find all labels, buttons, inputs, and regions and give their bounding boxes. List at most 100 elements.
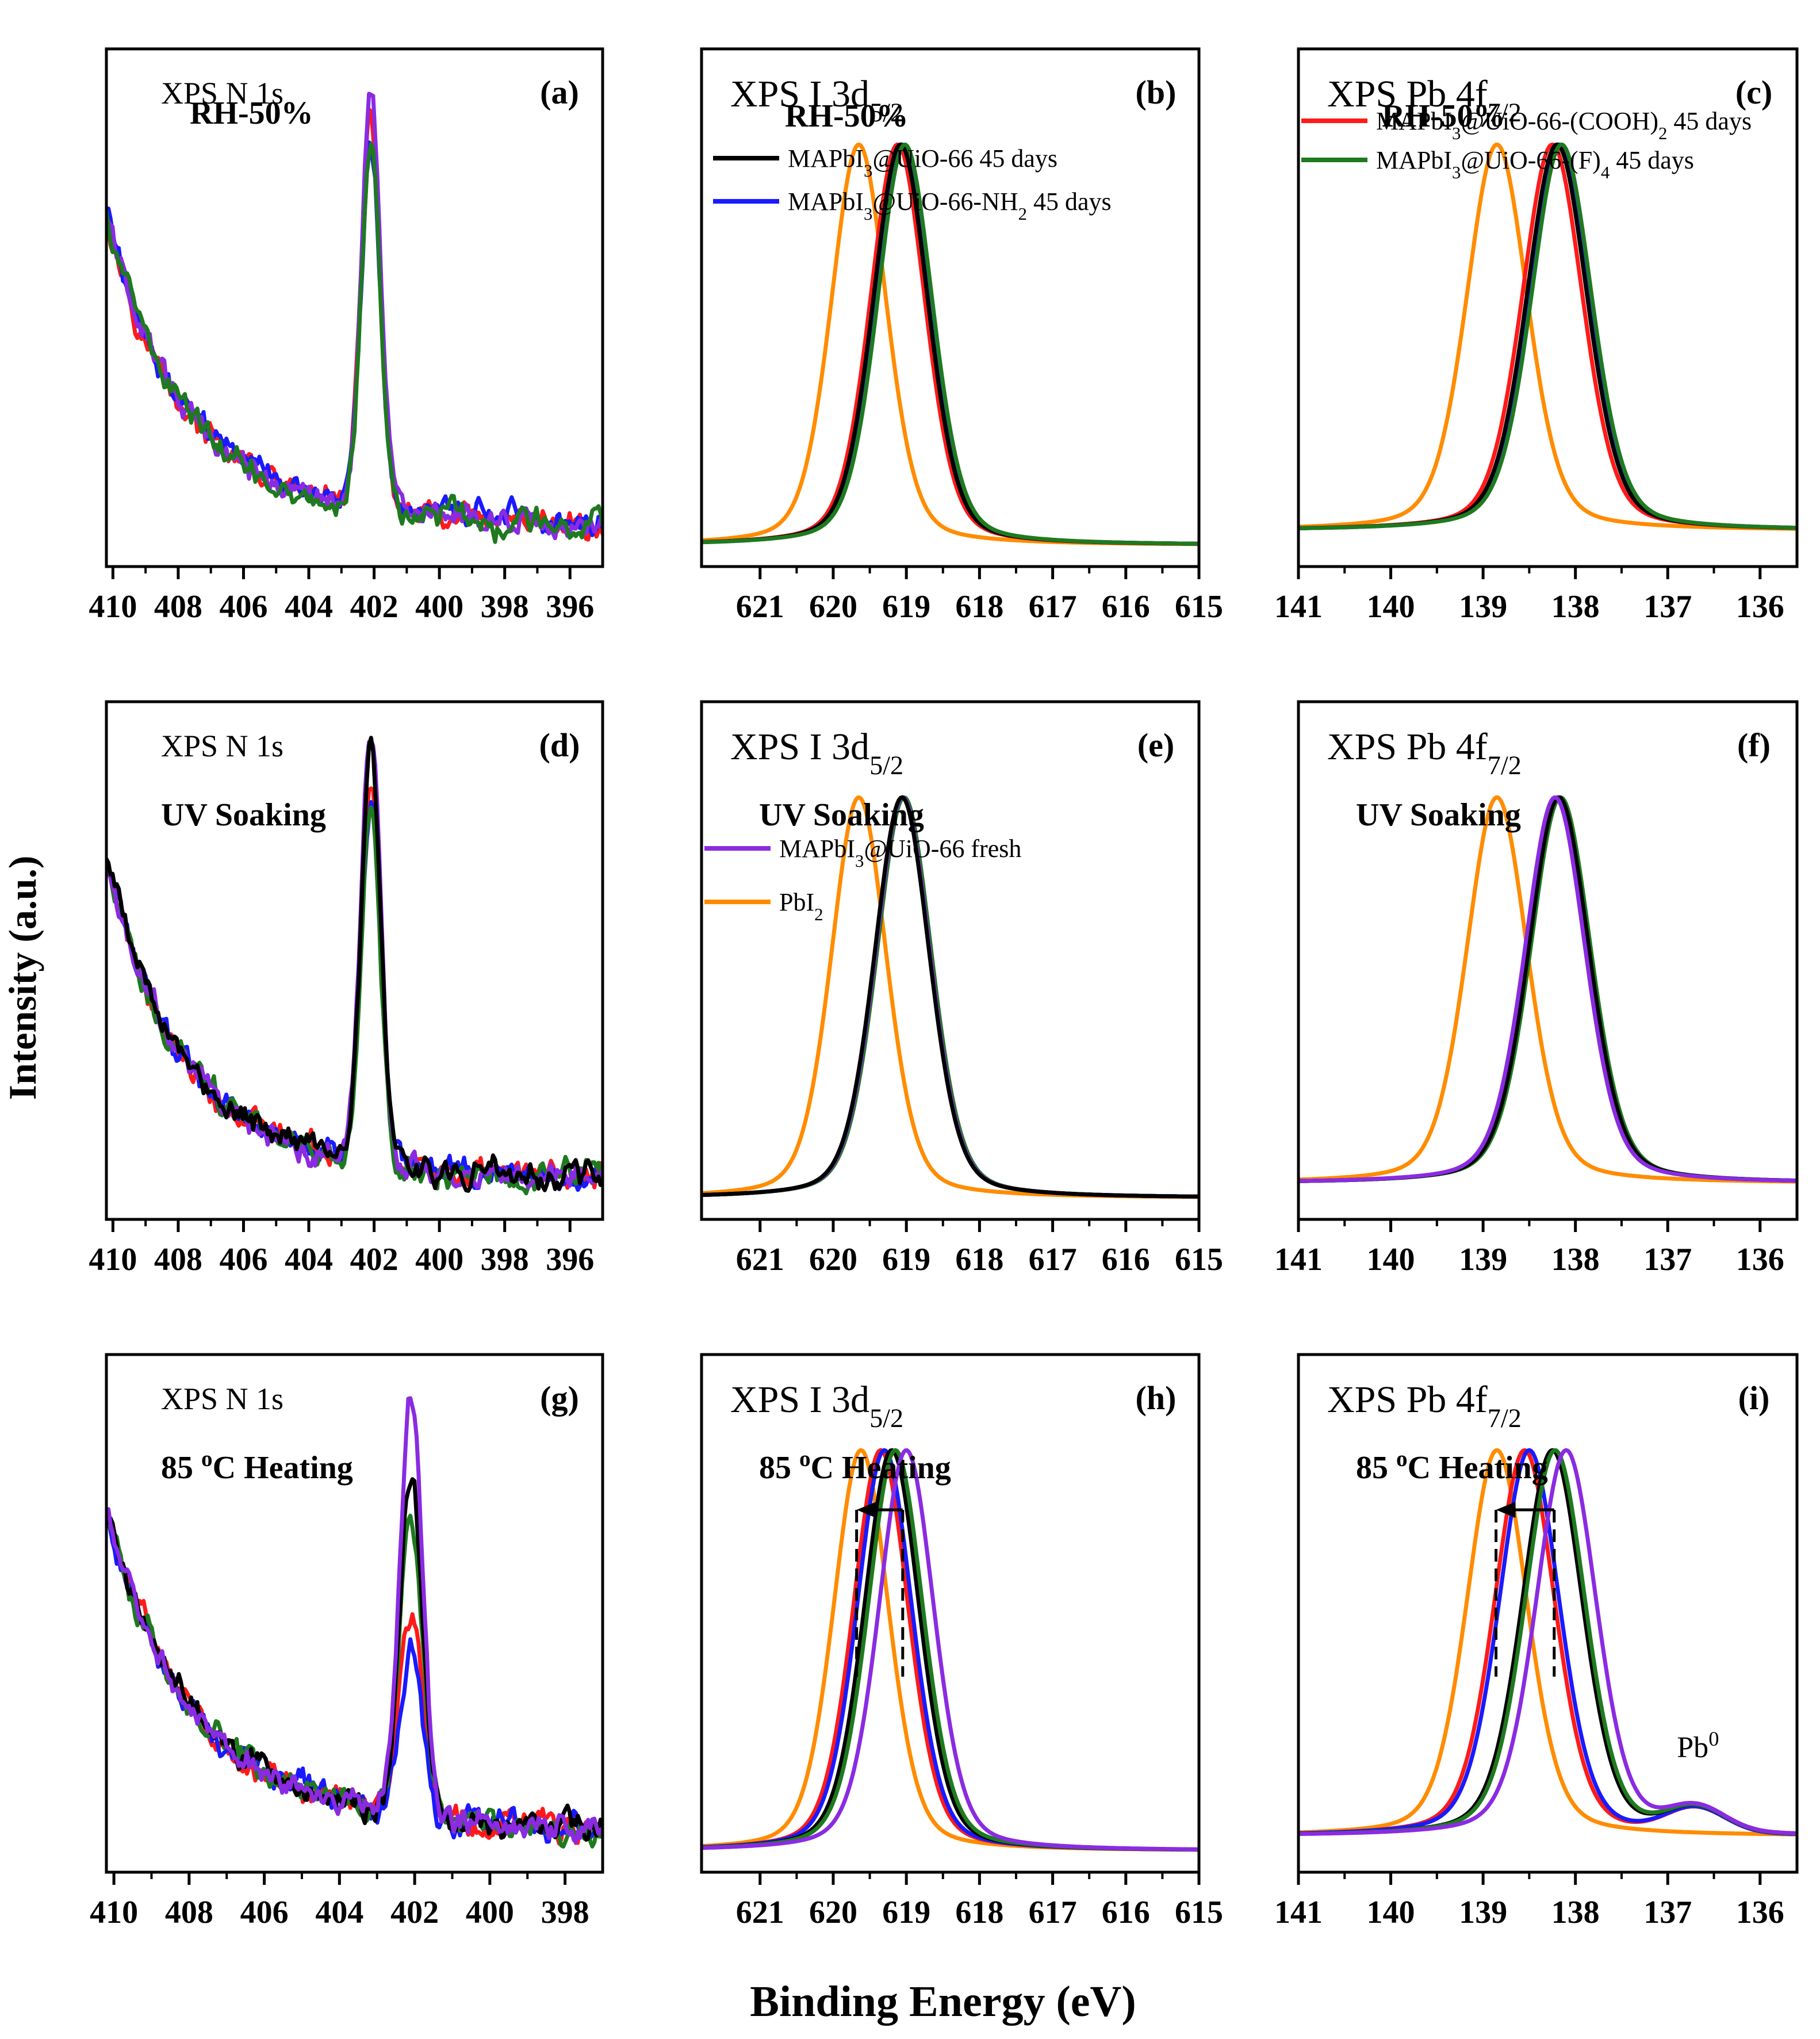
series-line-pbi2 xyxy=(1298,1448,1797,1837)
series-line-mapbi3-uio-66-nh2-45-days xyxy=(106,140,603,537)
x-tick-label: 140 xyxy=(1367,589,1415,625)
panel-a: 410 408 406 404 402 400 398 396 (a) XPS N 1sRH-50… xyxy=(89,47,604,625)
panel-title: XPS I 3d5/2 xyxy=(730,1379,903,1433)
panel-label: (i) xyxy=(1738,1379,1770,1417)
condition-label: 85 oC Heating xyxy=(161,1447,353,1486)
series-line-mapbi3-uio-66-45-days xyxy=(1298,795,1797,1183)
x-tick-label: 137 xyxy=(1643,1242,1692,1277)
x-tick-label: 400 xyxy=(466,1895,514,1930)
x-tick-label: 621 xyxy=(736,589,784,625)
condition-label: UV Soaking xyxy=(759,797,924,833)
x-tick-label: 618 xyxy=(955,589,1003,625)
x-tick-label: 619 xyxy=(882,589,930,625)
x-tick-label: 138 xyxy=(1551,1895,1600,1930)
series-line-mapbi3-uio-66-cooh-2-45-days xyxy=(106,786,603,1190)
series-line-mapbi3-uio-66-f-4-45-days xyxy=(1298,142,1797,530)
x-tick-label: 616 xyxy=(1102,1242,1150,1277)
x-tick-label: 138 xyxy=(1551,1242,1600,1277)
x-tick-label: 396 xyxy=(546,1242,594,1277)
x-tick-label: 404 xyxy=(315,1895,363,1930)
x-tick-label: 404 xyxy=(285,589,333,625)
condition-label: RH-50% xyxy=(1382,98,1505,134)
x-tick-label: 400 xyxy=(415,1242,463,1277)
series-line-mapbi3-uio-66-fresh xyxy=(702,1448,1199,1851)
panel-i: 141 140 139 138 137 136 (i) XPS Pb 4f7/2 85 oC H… xyxy=(1274,1353,1799,1930)
x-tick-label: 398 xyxy=(481,1242,529,1277)
plot-area xyxy=(106,1396,603,1849)
x-tick-label: 615 xyxy=(1175,589,1223,625)
x-tick-label: 140 xyxy=(1367,1895,1415,1930)
panel-label: (c) xyxy=(1735,74,1772,111)
x-tick-label: 620 xyxy=(809,589,857,625)
panel-title: XPS Pb 4f7/2 xyxy=(1327,726,1522,780)
series-line-mapbi3-uio-66-fresh xyxy=(1298,795,1797,1183)
x-tick-label: 618 xyxy=(955,1895,1003,1930)
panel-e: 621 620 619 618 617 616 615 (e) XPS I 3d5/2 UV So… xyxy=(700,700,1223,1277)
x-tick-label: 618 xyxy=(955,1242,1003,1277)
x-tick-label: 136 xyxy=(1736,1242,1784,1277)
condition-label: 85 oC Heating xyxy=(759,1447,951,1486)
plot-area xyxy=(702,1448,1199,1852)
series-line-mapbi3-uio-66-45-days xyxy=(106,736,603,1193)
axes-frame xyxy=(700,47,1201,568)
x-tick-label: 141 xyxy=(1274,1242,1323,1277)
x-tick-label: 402 xyxy=(350,1242,399,1277)
legend-item: MAPbI3@UiO-66-(COOH)2 45 days xyxy=(1376,107,1752,143)
legend-item: PbI2 xyxy=(779,888,823,924)
x-tick-label: 141 xyxy=(1274,589,1323,625)
axes-frame xyxy=(700,1353,1201,1874)
plot-area xyxy=(702,795,1199,1199)
panel-title: XPS N 1s xyxy=(161,76,283,110)
series-line-mapbi3-uio-66-fresh xyxy=(1298,1448,1797,1837)
x-axis-label: Binding Energy (eV) xyxy=(750,1977,1136,2026)
x-tick-label: 616 xyxy=(1102,589,1150,625)
series-line-mapbi3-uio-66-45-days xyxy=(1298,142,1797,530)
panel-label: (e) xyxy=(1137,726,1174,764)
panel-title: XPS Pb 4f7/2 xyxy=(1327,1379,1522,1433)
panel-g: 410 408 406 404 402 400 398 (g) XPS N 1s 85 oC He… xyxy=(90,1353,604,1930)
x-tick-label: 139 xyxy=(1459,589,1507,625)
x-tick-label: 406 xyxy=(219,589,267,625)
x-tick-label: 398 xyxy=(481,589,529,625)
x-tick-label: 621 xyxy=(736,1242,784,1277)
x-tick-label: 140 xyxy=(1367,1242,1415,1277)
legend-item: MAPbI3@UiO-66 fresh xyxy=(779,835,1021,871)
x-tick-label: 619 xyxy=(882,1895,930,1930)
panel-b: 621 620 619 618 617 616 615 (b) XPS I 3d5/2RH-50… xyxy=(700,47,1223,625)
x-tick-label: 402 xyxy=(350,589,399,625)
series-line-mapbi3-uio-66-nh2-45-days xyxy=(1298,795,1797,1183)
x-tick-label: 615 xyxy=(1175,1895,1223,1930)
axes-frame xyxy=(700,700,1201,1221)
x-tick-label: 621 xyxy=(736,1895,784,1930)
plot-area xyxy=(1298,795,1797,1184)
series-line-mapbi3-uio-66-fresh xyxy=(106,91,603,541)
panel-f: 141 140 139 138 137 136 (f) XPS Pb 4f7/2 UV Soak… xyxy=(1274,700,1799,1277)
panel-title: XPS N 1s xyxy=(161,729,283,763)
legend-item: MAPbI3@UiO-66-NH2 45 days xyxy=(788,188,1112,224)
series-line-mapbi3-uio-66-cooh-2-45-days xyxy=(1298,795,1797,1183)
series-line-mapbi3-uio-66-45-days xyxy=(702,795,1199,1199)
x-tick-label: 137 xyxy=(1643,589,1692,625)
x-tick-label: 406 xyxy=(219,1242,267,1277)
condition-label: RH-50% xyxy=(785,98,909,134)
x-tick-label: 615 xyxy=(1175,1242,1223,1277)
condition-label: 85 oC Heating xyxy=(1356,1447,1548,1486)
x-tick-label: 408 xyxy=(154,589,202,625)
condition-label: RH-50% xyxy=(190,95,313,131)
condition-label: UV Soaking xyxy=(1356,797,1521,833)
shift-arrow-head xyxy=(1496,1502,1516,1518)
panel-title: XPS I 3d5/2 xyxy=(730,73,903,127)
plot-area xyxy=(1298,142,1797,531)
x-tick-label: 410 xyxy=(90,1895,138,1930)
series-line-mapbi3-uio-66-45-days xyxy=(702,1448,1199,1851)
panel-label: (h) xyxy=(1136,1379,1177,1417)
axes-frame xyxy=(105,47,604,568)
x-tick-label: 408 xyxy=(165,1895,213,1930)
panel-title: XPS N 1s xyxy=(161,1382,283,1416)
x-tick-label: 139 xyxy=(1459,1242,1507,1277)
series-line-pbi2 xyxy=(1298,795,1797,1184)
shift-arrow-head xyxy=(856,1502,876,1518)
x-tick-label: 138 xyxy=(1551,589,1600,625)
x-tick-label: 136 xyxy=(1736,589,1784,625)
